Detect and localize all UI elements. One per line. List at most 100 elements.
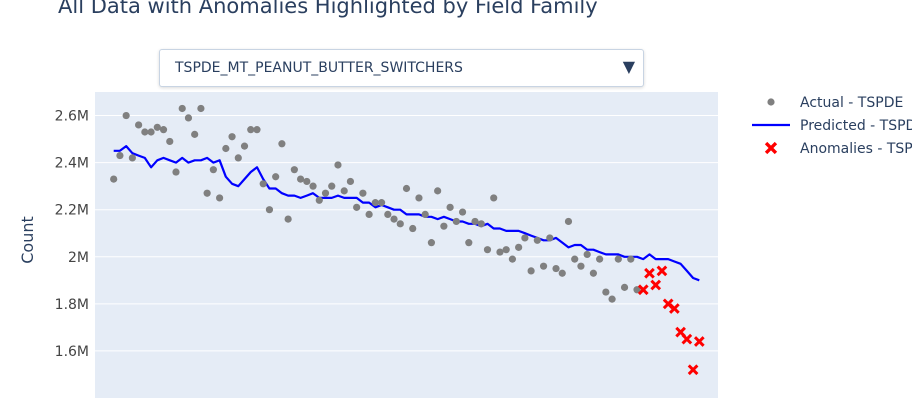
actual-point bbox=[477, 220, 485, 228]
dropdown-selected-value: TSPDE_MT_PEANUT_BUTTER_SWITCHERS bbox=[175, 60, 463, 76]
actual-point bbox=[191, 130, 199, 138]
actual-point bbox=[552, 264, 560, 273]
legend-item[interactable]: Actual - TSPDE bbox=[767, 95, 903, 111]
actual-point bbox=[402, 184, 411, 193]
actual-point bbox=[203, 189, 211, 197]
actual-point bbox=[627, 255, 635, 263]
chart-title: All Data with Anomalies Highlighted by F… bbox=[58, 0, 598, 18]
anomaly-x-shape bbox=[687, 364, 699, 376]
actual-point bbox=[515, 243, 523, 251]
actual-point bbox=[334, 161, 342, 169]
actual-point bbox=[527, 267, 535, 275]
anomaly-x-shape bbox=[656, 265, 668, 277]
traces bbox=[110, 104, 705, 376]
anomaly-point bbox=[650, 279, 662, 291]
legend-item[interactable]: Anomalies - TSPDE bbox=[764, 141, 912, 157]
triangle-down-icon[interactable]: ▼ bbox=[622, 57, 635, 76]
actual-point bbox=[116, 151, 124, 160]
actual-point bbox=[421, 210, 429, 218]
actual-point bbox=[384, 210, 392, 218]
actual-point bbox=[309, 182, 317, 190]
anomaly-x-shape bbox=[637, 284, 649, 296]
actual-point bbox=[315, 196, 323, 204]
actual-point bbox=[359, 189, 367, 197]
actual-point bbox=[490, 194, 498, 202]
legend[interactable]: Actual - TSPDE Predicted - TSPDE Anomalies… bbox=[752, 95, 912, 157]
actual-point bbox=[483, 246, 492, 254]
actual-point bbox=[446, 203, 454, 211]
actual-point bbox=[602, 288, 610, 296]
actual-point bbox=[253, 126, 261, 134]
anomaly-point bbox=[637, 284, 649, 296]
actual-point bbox=[620, 283, 629, 291]
y-axis-label: Count bbox=[18, 216, 37, 264]
actual-point bbox=[608, 295, 616, 303]
y-tick-label: 1.8M bbox=[55, 297, 89, 313]
actual-point bbox=[328, 182, 336, 190]
actual-point bbox=[340, 187, 348, 195]
legend-label: Anomalies - TSPDE bbox=[800, 141, 912, 157]
actual-point bbox=[159, 126, 168, 134]
actual-point bbox=[458, 208, 467, 216]
actual-point bbox=[614, 255, 622, 263]
grid-lines bbox=[95, 115, 718, 352]
anomaly-point bbox=[669, 303, 680, 314]
actual-point bbox=[128, 154, 136, 162]
actual-point bbox=[272, 173, 280, 181]
actual-point bbox=[633, 286, 641, 294]
actual-point bbox=[583, 250, 591, 259]
actual-point bbox=[571, 255, 579, 263]
y-tick-label: 2.2M bbox=[55, 203, 89, 219]
actual-point bbox=[278, 140, 286, 148]
actual-point bbox=[396, 220, 404, 228]
actual-point bbox=[440, 222, 448, 230]
actual-point bbox=[141, 128, 149, 136]
actual-point bbox=[110, 175, 118, 183]
legend-label: Predicted - TSPDE bbox=[800, 118, 912, 134]
actual-point bbox=[147, 128, 155, 136]
actual-point bbox=[434, 187, 442, 195]
anomaly-x-shape bbox=[644, 267, 655, 279]
actual-point bbox=[228, 133, 236, 141]
actual-point bbox=[321, 189, 330, 197]
plot-area bbox=[95, 92, 718, 398]
legend-dot-swatch bbox=[767, 98, 775, 106]
actual-point bbox=[303, 177, 311, 186]
legend-item[interactable]: Predicted - TSPDE bbox=[752, 118, 912, 134]
actual-point bbox=[284, 215, 292, 223]
y-tick-label: 1.6M bbox=[55, 344, 89, 360]
actual-point bbox=[265, 206, 274, 214]
actual-point bbox=[427, 239, 436, 247]
actual-point bbox=[240, 142, 249, 150]
actual-point bbox=[365, 210, 373, 218]
actual-point bbox=[247, 126, 255, 134]
actual-point bbox=[539, 262, 548, 270]
field-family-dropdown[interactable]: TSPDE_MT_PEANUT_BUTTER_SWITCHERS ▼ bbox=[159, 49, 644, 87]
actual-point bbox=[564, 217, 573, 226]
actual-point bbox=[521, 234, 529, 242]
actual-point bbox=[533, 236, 541, 244]
actual-point bbox=[409, 224, 417, 233]
anomaly-x-shape bbox=[669, 303, 680, 314]
actual-point bbox=[296, 175, 305, 183]
actual-point bbox=[577, 262, 585, 270]
anomaly-point bbox=[681, 333, 693, 345]
anomaly-point bbox=[644, 267, 655, 279]
actual-point bbox=[209, 166, 217, 174]
actual-point bbox=[346, 177, 355, 186]
actual-point bbox=[546, 234, 554, 242]
anomaly-x-shape bbox=[650, 279, 662, 291]
actual-point bbox=[377, 199, 386, 207]
actual-point bbox=[596, 255, 604, 263]
actual-point bbox=[222, 144, 230, 153]
y-tick-label: 2M bbox=[68, 250, 89, 266]
legend-label: Actual - TSPDE bbox=[800, 95, 903, 111]
actual-point bbox=[558, 269, 566, 277]
anomaly-point bbox=[656, 265, 668, 277]
anomaly-point bbox=[693, 336, 705, 347]
y-tick-label: 2.6M bbox=[55, 109, 89, 125]
actual-point bbox=[153, 123, 161, 131]
actual-point bbox=[135, 121, 143, 129]
actual-point bbox=[184, 114, 193, 122]
